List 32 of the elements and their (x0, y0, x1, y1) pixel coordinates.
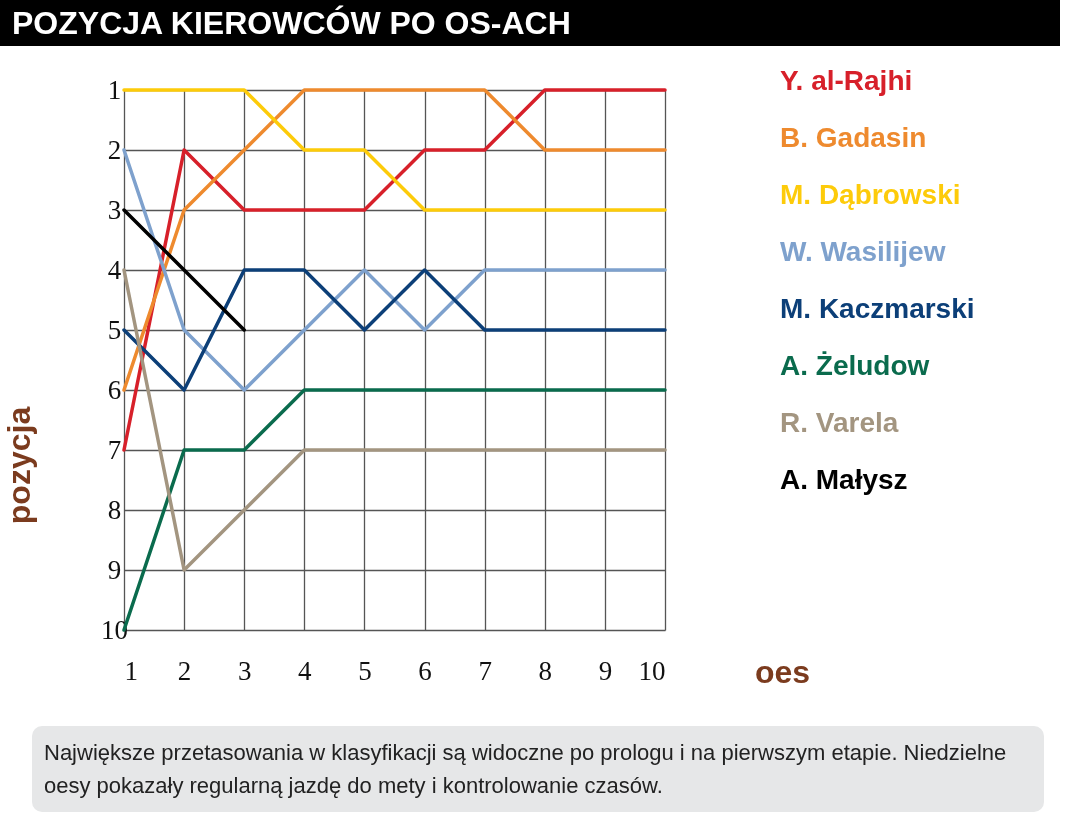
text: A. Małysz (780, 464, 908, 495)
y-tick-label: 8 (107, 494, 122, 525)
x-tick-label: 3 (237, 655, 252, 686)
y-axis-title: pozycja (0, 406, 37, 525)
y-tick-label: 5 (107, 314, 122, 345)
text: Y. al-Rajhi (780, 65, 913, 96)
x-axis-title: oes (754, 653, 811, 690)
x-tick-label: 2 (177, 655, 192, 686)
x-tick-label: 9 (598, 655, 613, 686)
x-tick-label: 4 (298, 655, 313, 686)
x-tick-label: 10 (638, 655, 666, 686)
line-series (122, 148, 667, 392)
line-series (122, 268, 667, 572)
text: M. Dąbrowski (780, 179, 961, 210)
chart-title: POZYCJA KIEROWCÓW PO OS-ACH (0, 0, 1060, 46)
x-tick-label: 5 (358, 655, 372, 686)
x-tick-label: 8 (538, 655, 553, 686)
text: Największe przetasowania w klasyfikacji są widoczne po prologu i na pierwszym etapie. Niedzielne oesy pokazały regularną jazdę do mety i kontrolowanie czasów. (44, 739, 1008, 800)
text: W. Wasilijew (780, 236, 946, 267)
y-tick-label: 7 (107, 434, 122, 465)
x-tick-label: 7 (478, 655, 492, 686)
x-tick-label: 6 (418, 655, 432, 686)
text: M. Kaczmarski (780, 293, 975, 324)
y-tick-label: 1 (107, 74, 122, 105)
text: R. Varela (780, 407, 899, 438)
y-tick-label: 4 (107, 254, 122, 285)
text: B. Gadasin (780, 122, 927, 153)
text: A. Żeludow (780, 350, 930, 381)
y-tick-label: 6 (107, 374, 122, 405)
y-tick-label: 9 (107, 554, 122, 585)
y-tick-label: 2 (107, 134, 122, 165)
y-tick-label: 3 (107, 194, 122, 225)
